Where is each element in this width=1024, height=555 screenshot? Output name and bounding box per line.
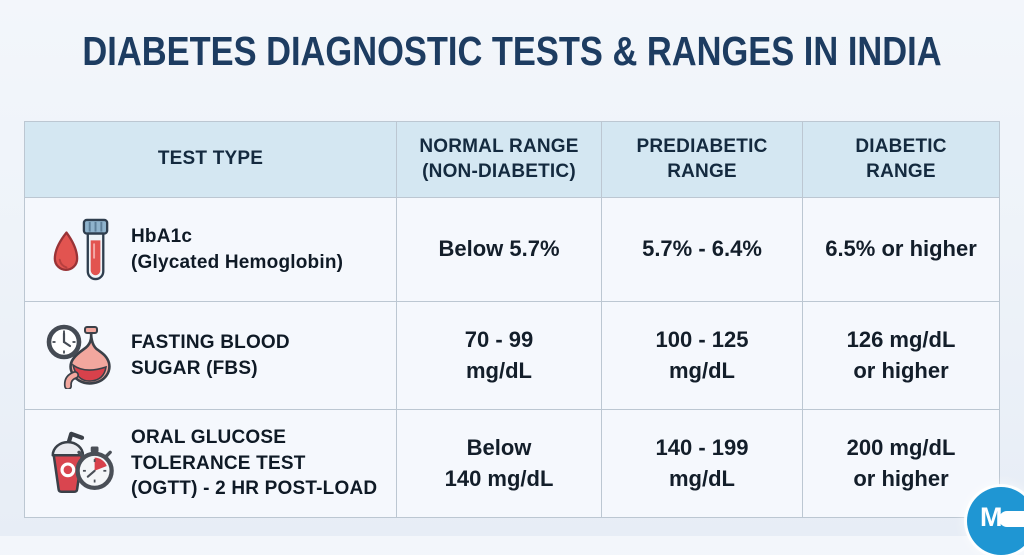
- fbs-prediabetic-value: 100 - 125 mg/dL: [602, 302, 803, 410]
- ogtt-normal-value: Below 140 mg/dL: [397, 410, 602, 518]
- brand-logo-bar: [999, 511, 1024, 527]
- blood-drop-test-tube-icon: [45, 214, 117, 286]
- glucose-drink-stopwatch-icon: [45, 429, 117, 499]
- diagnostic-ranges-table: TEST TYPE NORMAL RANGE (NON-DIABETIC) PR…: [24, 121, 1000, 518]
- test-name: HbA1c (Glycated Hemoglobin): [131, 225, 344, 273]
- hba1c-prediabetic-value: 5.7% - 6.4%: [602, 198, 803, 302]
- col-header-diabetic-range: DIABETIC RANGE: [803, 122, 1000, 198]
- brand-logo: M: [967, 487, 1024, 555]
- table-row-fbs-name-cell: FASTING BLOOD SUGAR (FBS): [25, 302, 397, 410]
- hba1c-diabetic-value: 6.5% or higher: [803, 198, 1000, 302]
- table-row-ogtt-name-cell: ORAL GLUCOSE TOLERANCE TEST (OGTT) - 2 H…: [25, 410, 397, 518]
- col-header-test-type: TEST TYPE: [25, 122, 397, 198]
- brand-logo-letter: M: [980, 502, 1003, 532]
- test-name: FASTING BLOOD SUGAR (FBS): [131, 331, 290, 379]
- col-header-prediabetic-range: PREDIABETIC RANGE: [602, 122, 803, 198]
- ogtt-prediabetic-value: 140 - 199 mg/dL: [602, 410, 803, 518]
- ogtt-diabetic-value: 200 mg/dL or higher: [803, 410, 1000, 518]
- col-header-normal-range: NORMAL RANGE (NON-DIABETIC): [397, 122, 602, 198]
- test-name: ORAL GLUCOSE TOLERANCE TEST (OGTT) - 2 H…: [131, 427, 378, 500]
- fbs-normal-value: 70 - 99 mg/dL: [397, 302, 602, 410]
- table-row-hba1c-name-cell: HbA1c (Glycated Hemoglobin): [25, 198, 397, 302]
- clock-stomach-icon: [45, 323, 117, 389]
- fbs-diabetic-value: 126 mg/dL or higher: [803, 302, 1000, 410]
- page-title: DIABETES DIAGNOSTIC TESTS & RANGES IN IN…: [82, 28, 942, 74]
- hba1c-normal-value: Below 5.7%: [397, 198, 602, 302]
